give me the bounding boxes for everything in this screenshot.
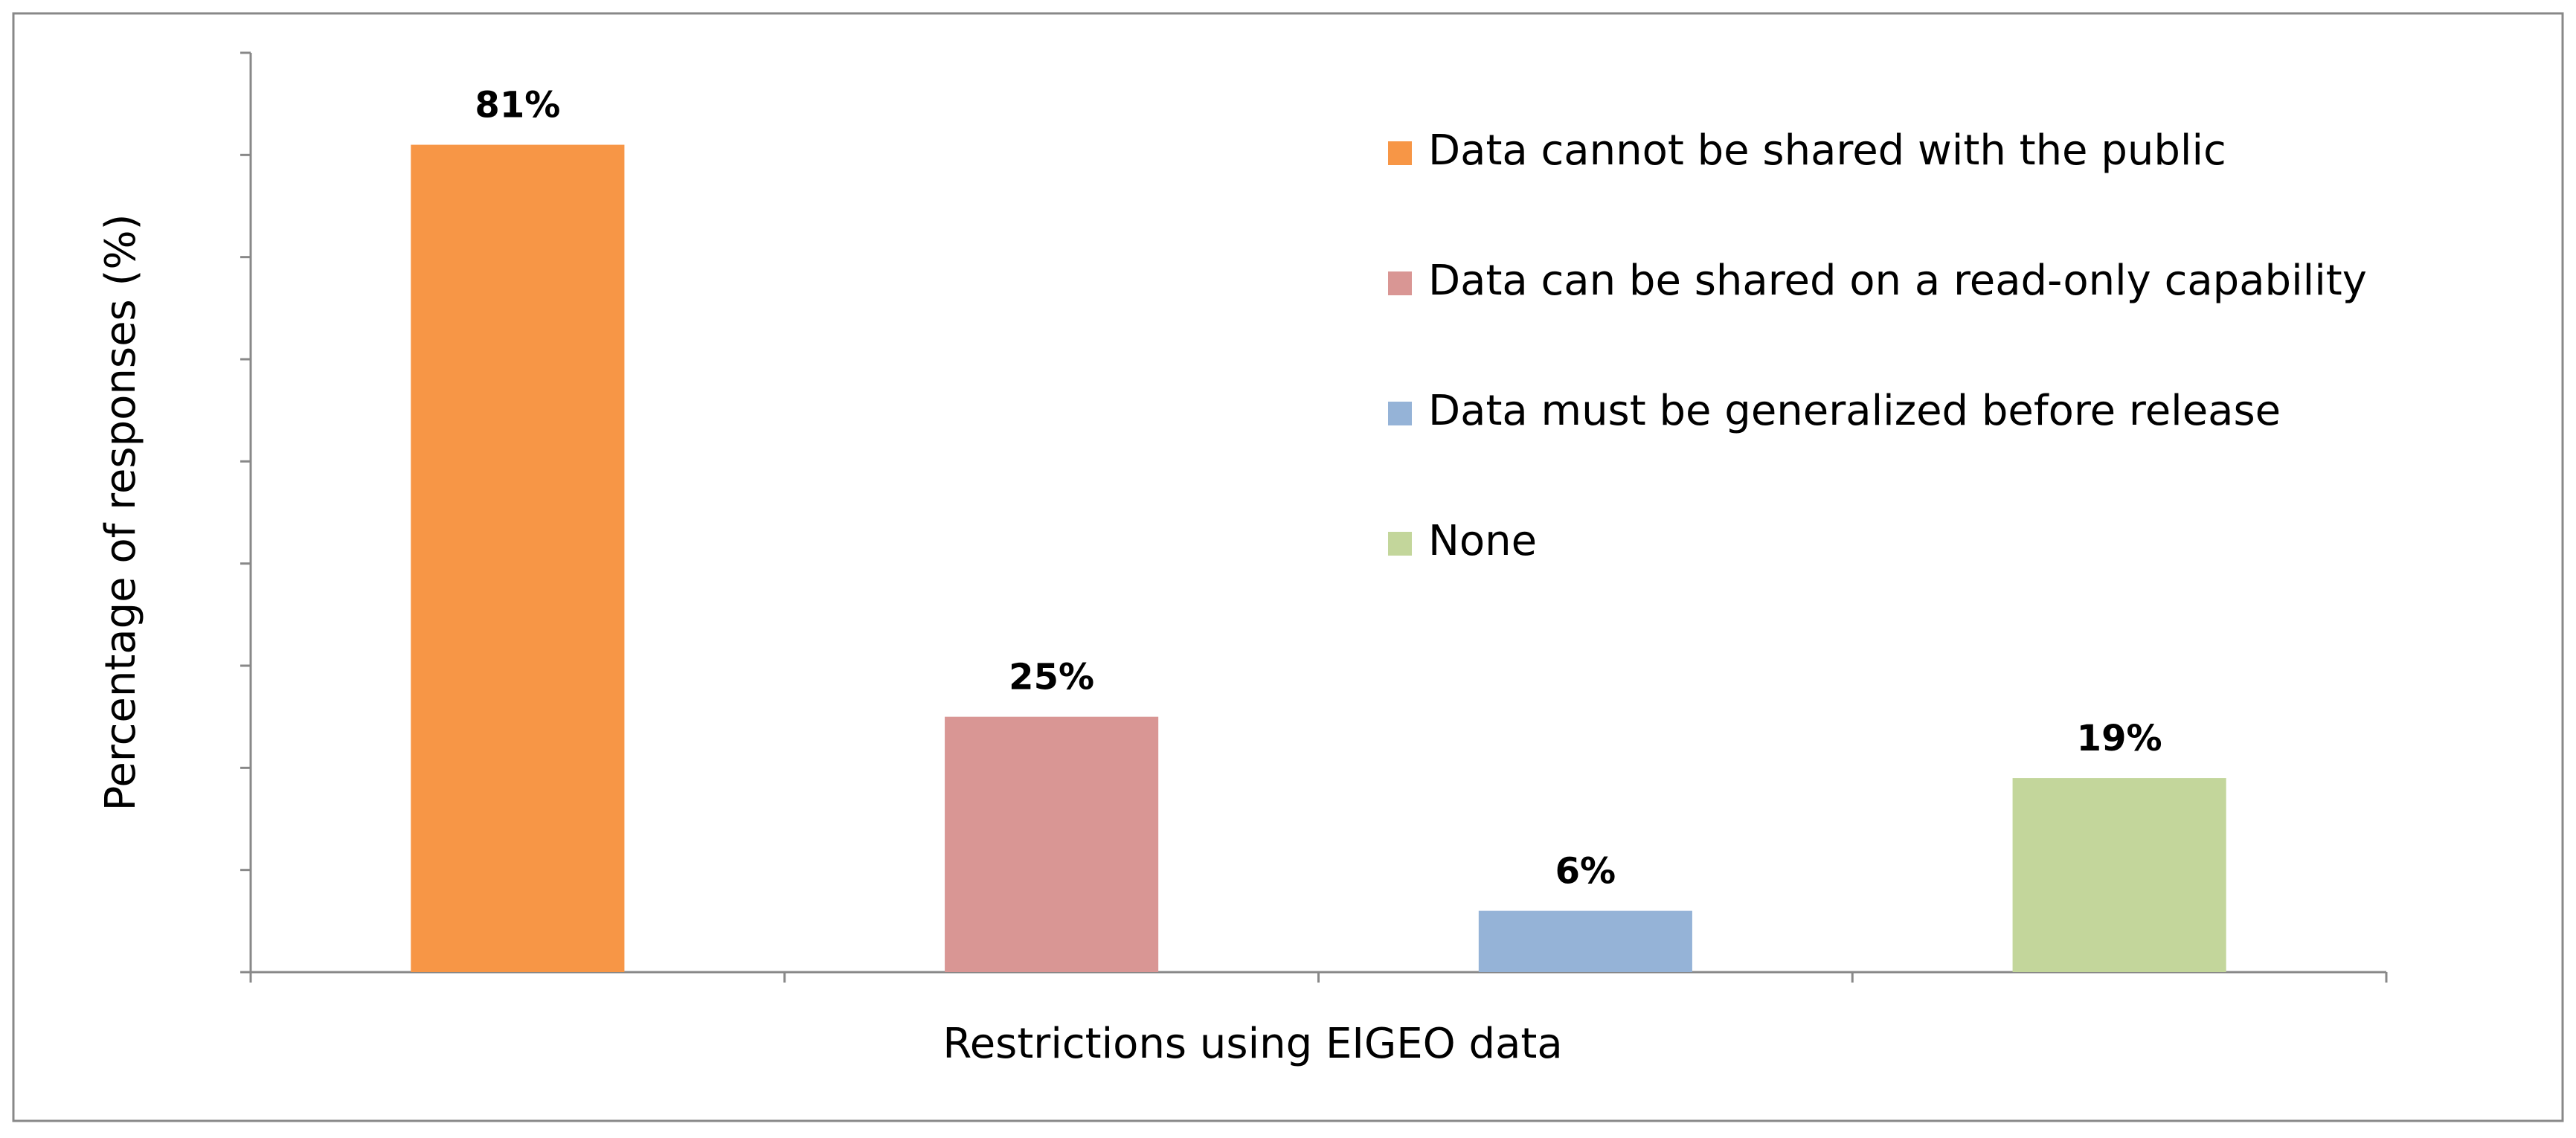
data-label: 25%	[1009, 657, 1094, 698]
legend-label: None	[1428, 517, 1537, 565]
bar	[411, 144, 625, 973]
x-axis-label: Restrictions using EIGEO data	[942, 1020, 1562, 1068]
legend-label: Data can be shared on a read-only capabi…	[1428, 257, 2367, 305]
bar	[2012, 778, 2226, 972]
data-label: 81%	[475, 85, 560, 126]
bar	[1478, 910, 1692, 972]
legend-swatch	[1388, 402, 1412, 425]
legend-swatch	[1388, 271, 1412, 295]
y-axis-label: Percentage of responses (%)	[97, 214, 145, 811]
legend-label: Data must be generalized before release	[1428, 387, 2281, 435]
legend-swatch	[1388, 141, 1412, 165]
data-label: 19%	[2077, 718, 2162, 759]
bar	[945, 716, 1159, 972]
legend-label: Data cannot be shared with the public	[1428, 126, 2226, 175]
legend-swatch	[1388, 532, 1412, 556]
data-label: 6%	[1555, 851, 1616, 893]
